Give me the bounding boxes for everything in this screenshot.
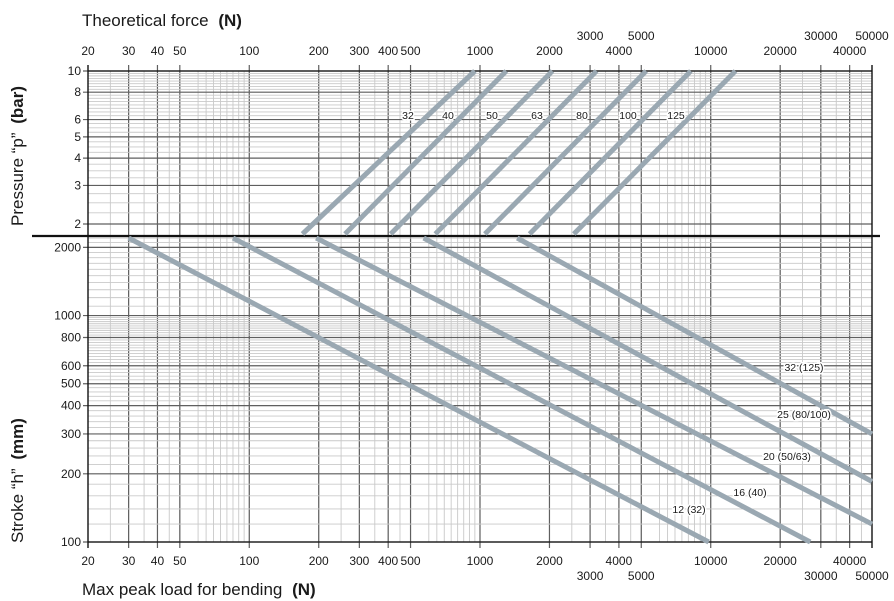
top-x-tick-label: 2000 xyxy=(536,44,563,58)
bottom-axis-title-text: Max peak load for bending xyxy=(82,580,282,599)
top-x-tick-label: 4000 xyxy=(606,44,633,58)
bottom-x-tick-label: 500 xyxy=(401,554,421,568)
pressure-y-tick-label: 8 xyxy=(74,85,81,99)
bottom-x-tick-label: 300 xyxy=(349,554,369,568)
top-x-tick-label: 20 xyxy=(81,44,95,58)
pressure-series-line-100 xyxy=(527,69,693,236)
stroke-series-label: 16 (40) xyxy=(733,487,766,499)
pressure-series-label: 100 xyxy=(619,110,637,122)
pressure-axis-title: Pressure “p” (bar) xyxy=(8,86,27,226)
pressure-y-tick-label: 10 xyxy=(68,64,82,78)
top-x-tick-label: 100 xyxy=(239,44,259,58)
pressure-series-label: 80 xyxy=(576,110,588,122)
stroke-series-line-16-40- xyxy=(231,235,812,545)
top-axis-title: Theoretical force (N) xyxy=(82,11,242,30)
bottom-x-tick-label: 2000 xyxy=(536,554,563,568)
top-x-tick-label: 50000 xyxy=(855,29,889,43)
tick-labels: 20 30 40 50 100 200 300 400 500 1000 2000300040005… xyxy=(54,29,889,583)
bottom-x-tick-label: 10000 xyxy=(694,554,728,568)
stroke-series-label: 25 (80/100) xyxy=(777,409,831,421)
stroke-y-tick-label: 800 xyxy=(61,330,81,344)
stroke-axis-title-text: Stroke “h” xyxy=(8,468,27,543)
bottom-x-tick-label: 400 xyxy=(378,554,398,568)
top-x-tick-label: 50 xyxy=(173,44,187,58)
bottom-x-tick-label: 30000 xyxy=(804,569,838,583)
stroke-y-tick-label: 1000 xyxy=(54,309,81,323)
stroke-series-label: 32 (125) xyxy=(784,362,823,374)
pressure-series-label: 63 xyxy=(531,110,543,122)
pressure-series-label: 40 xyxy=(442,110,454,122)
pressure-series-label: 50 xyxy=(486,110,498,122)
stroke-series-line-32-125- xyxy=(516,235,874,437)
bottom-x-tick-label: 20 xyxy=(81,554,95,568)
bottom-x-tick-label: 200 xyxy=(309,554,329,568)
pressure-series-line-63 xyxy=(433,69,599,236)
bottom-x-tick-label: 40 xyxy=(151,554,165,568)
stroke-y-tick-label: 600 xyxy=(61,359,81,373)
top-x-tick-label: 20000 xyxy=(763,44,797,58)
stroke-axis-title-unit: (mm) xyxy=(8,418,27,460)
bottom-x-tick-label: 30 xyxy=(122,554,136,568)
top-x-tick-label: 400 xyxy=(378,44,398,58)
top-x-tick-label: 5000 xyxy=(628,29,655,43)
pressure-axis-title-unit: (bar) xyxy=(8,86,27,124)
pressure-series-label: 125 xyxy=(667,110,685,122)
pressure-series-line-50 xyxy=(388,69,555,236)
top-x-tick-label: 3000 xyxy=(577,29,604,43)
bottom-x-tick-label: 50000 xyxy=(855,569,889,583)
series-group xyxy=(127,69,874,545)
bottom-x-tick-label: 5000 xyxy=(628,569,655,583)
bottom-x-tick-label: 40000 xyxy=(833,554,867,568)
top-x-tick-label: 40000 xyxy=(833,44,867,58)
top-x-tick-label: 500 xyxy=(401,44,421,58)
top-axis-title-text: Theoretical force xyxy=(82,11,209,30)
stroke-y-tick-label: 500 xyxy=(61,377,81,391)
bottom-x-tick-label: 4000 xyxy=(606,554,633,568)
bottom-axis-title: Max peak load for bending (N) xyxy=(82,580,316,599)
pressure-y-tick-label: 3 xyxy=(74,178,81,192)
pressure-axis-title-text: Pressure “p” xyxy=(8,132,27,226)
bottom-x-tick-label: 1000 xyxy=(467,554,494,568)
stroke-y-tick-label: 2000 xyxy=(54,240,81,254)
grid xyxy=(32,65,880,548)
top-x-tick-label: 1000 xyxy=(467,44,494,58)
stroke-y-tick-label: 100 xyxy=(61,535,81,549)
pressure-series-line-40 xyxy=(343,69,509,236)
top-x-tick-label: 30 xyxy=(122,44,136,58)
bottom-x-tick-label: 3000 xyxy=(577,569,604,583)
pressure-series-line-32 xyxy=(300,69,477,236)
bottom-x-tick-label: 50 xyxy=(173,554,187,568)
pressure-y-tick-label: 2 xyxy=(74,217,81,231)
top-axis-title-unit: (N) xyxy=(218,11,242,30)
top-x-tick-label: 30000 xyxy=(804,29,838,43)
stroke-series-label: 12 (32) xyxy=(672,504,705,516)
stroke-axis-title: Stroke “h” (mm) xyxy=(8,418,27,543)
top-x-tick-label: 200 xyxy=(309,44,329,58)
stroke-y-tick-label: 400 xyxy=(61,399,81,413)
stroke-y-tick-label: 300 xyxy=(61,427,81,441)
top-x-tick-label: 10000 xyxy=(694,44,728,58)
top-x-tick-label: 300 xyxy=(349,44,369,58)
bottom-axis-title-unit: (N) xyxy=(292,580,316,599)
pressure-series-line-80 xyxy=(483,69,648,236)
pressure-y-tick-label: 5 xyxy=(74,130,81,144)
pressure-y-tick-label: 6 xyxy=(74,113,81,127)
stroke-y-tick-label: 200 xyxy=(61,467,81,481)
top-x-tick-label: 40 xyxy=(151,44,165,58)
pressure-series-label: 32 xyxy=(402,110,414,122)
series-labels: 32 40 50 63 80 100 125 12 (32) 16 (40) 20 (50/63)… xyxy=(401,109,833,518)
pressure-y-tick-label: 4 xyxy=(74,151,81,165)
stroke-series-line-12-32- xyxy=(127,235,710,545)
pressure-series-line-125 xyxy=(572,69,738,236)
stroke-series-label: 20 (50/63) xyxy=(763,451,811,463)
bottom-x-tick-label: 20000 xyxy=(763,554,797,568)
bottom-x-tick-label: 100 xyxy=(239,554,259,568)
stroke-series-line-25-80-100- xyxy=(422,235,874,484)
stroke-series-line-20-50-63- xyxy=(315,235,874,527)
